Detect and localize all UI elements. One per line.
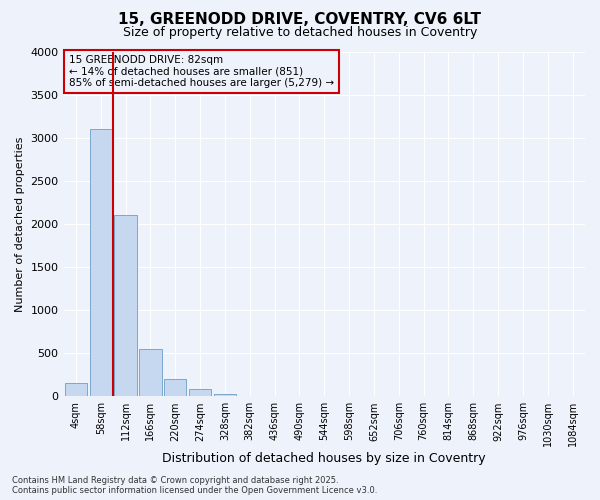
Bar [164, 379, 187, 396]
Bar [89, 129, 112, 396]
Text: 15, GREENODD DRIVE, COVENTRY, CV6 6LT: 15, GREENODD DRIVE, COVENTRY, CV6 6LT [119, 12, 482, 28]
Bar [214, 394, 236, 396]
Bar [139, 349, 161, 397]
Text: 15 GREENODD DRIVE: 82sqm
← 14% of detached houses are smaller (851)
85% of semi-: 15 GREENODD DRIVE: 82sqm ← 14% of detach… [69, 55, 334, 88]
Y-axis label: Number of detached properties: Number of detached properties [15, 136, 25, 312]
Text: Contains HM Land Registry data © Crown copyright and database right 2025.
Contai: Contains HM Land Registry data © Crown c… [12, 476, 377, 495]
Bar [115, 216, 137, 396]
Bar [189, 390, 211, 396]
X-axis label: Distribution of detached houses by size in Coventry: Distribution of detached houses by size … [163, 452, 486, 465]
Bar [65, 384, 87, 396]
Text: Size of property relative to detached houses in Coventry: Size of property relative to detached ho… [123, 26, 477, 39]
